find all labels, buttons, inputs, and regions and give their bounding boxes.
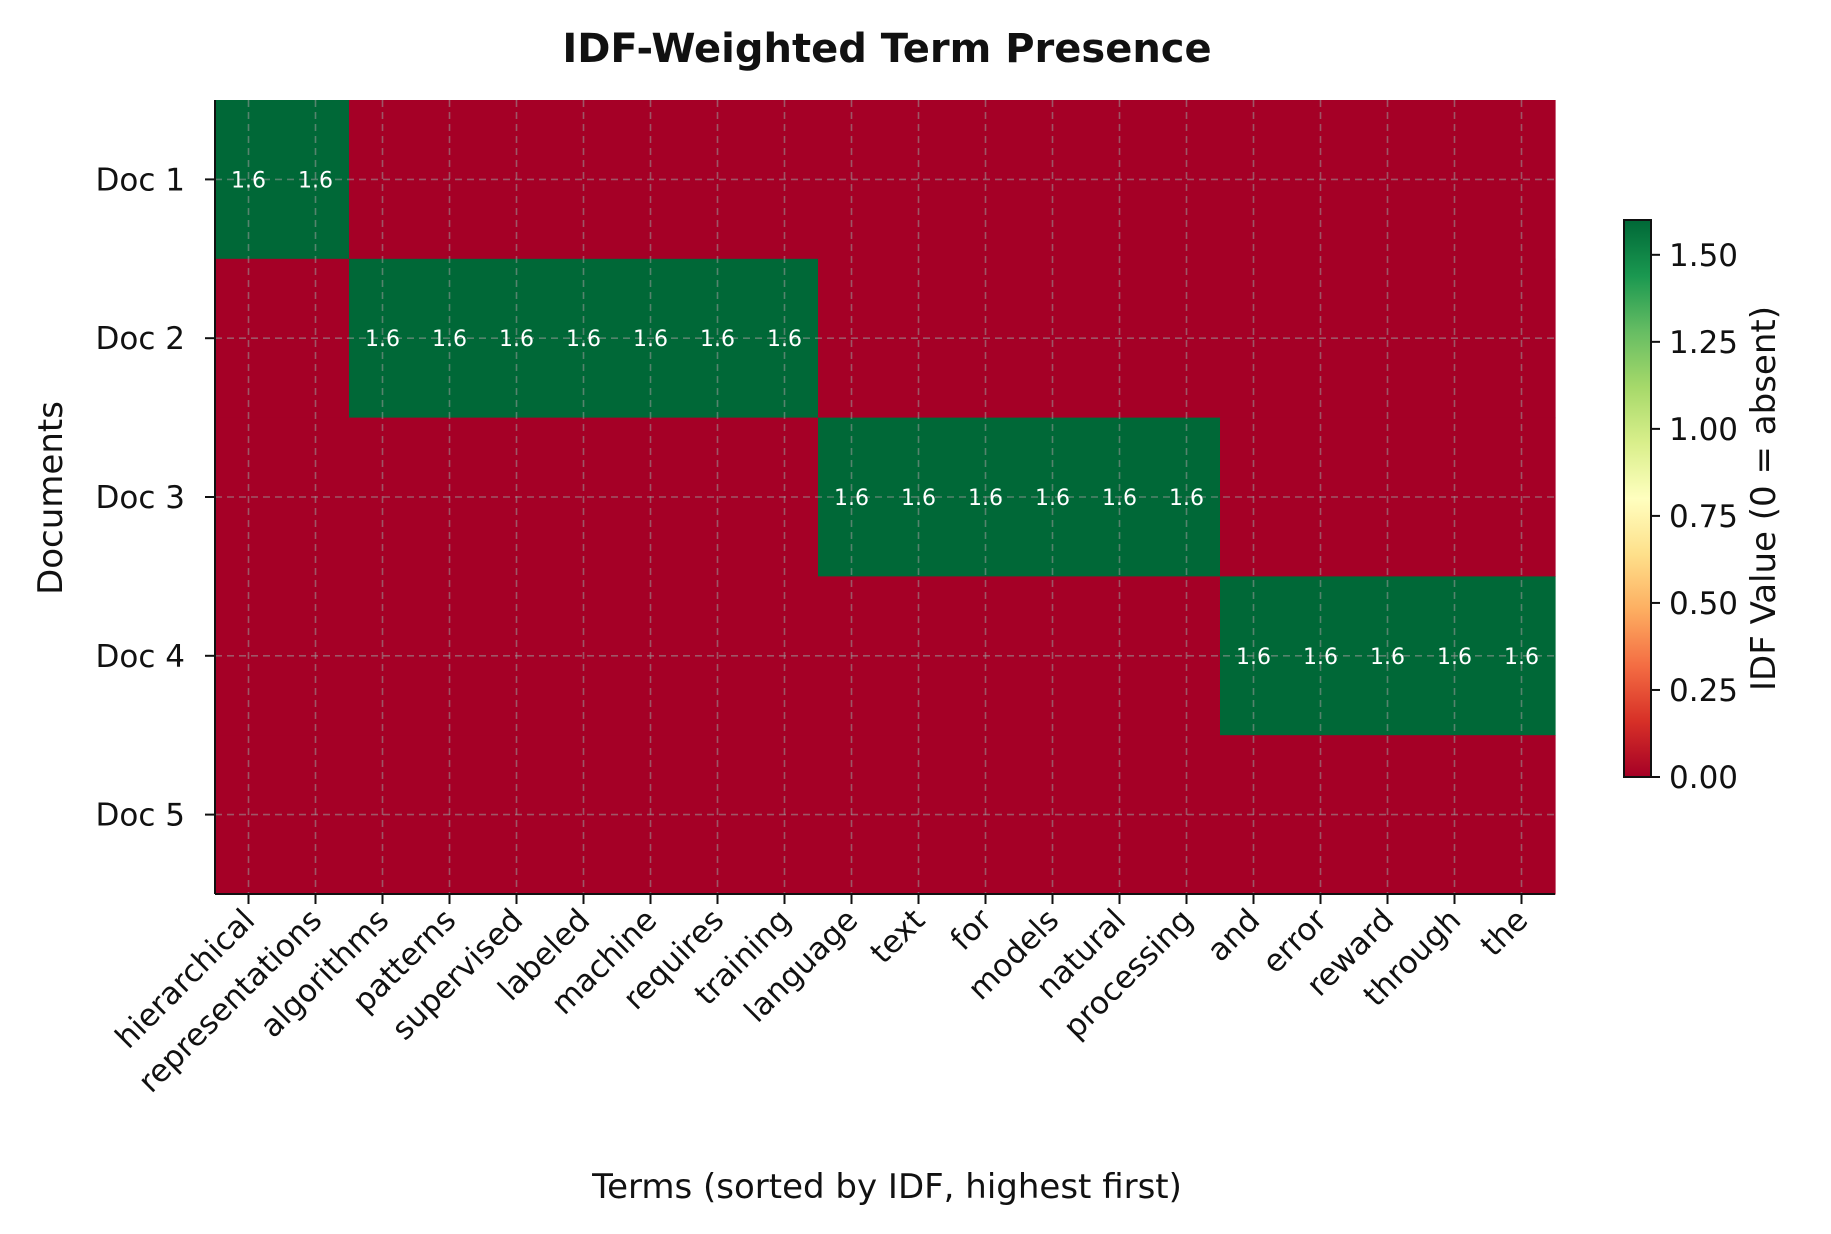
cell-value-label: 1.6: [633, 327, 668, 352]
grid-lines: [215, 100, 1555, 894]
y-axis-ticks: Doc 1 Doc 2 Doc 3 Doc 4 Doc 5: [96, 162, 215, 834]
cell-value-label: 1.6: [231, 168, 266, 193]
colorbar-tick-label: 0.75: [1669, 499, 1738, 535]
cell-value-label: 1.6: [432, 327, 467, 352]
cell-value-label: 1.6: [298, 168, 333, 193]
y-tick-label: Doc 3: [96, 480, 185, 516]
y-tick-label: Doc 4: [96, 639, 185, 675]
x-tick-label: text: [863, 902, 932, 971]
cell-value-label: 1.6: [1236, 645, 1271, 670]
cell-value-label: 1.6: [700, 327, 735, 352]
chart-title: IDF-Weighted Term Presence: [562, 26, 1211, 72]
cell-value-label: 1.6: [901, 486, 936, 511]
y-tick-label: Doc 5: [96, 798, 185, 834]
colorbar-tick-label: 1.50: [1669, 238, 1738, 274]
cell-value-label: 1.6: [1303, 645, 1338, 670]
colorbar-label: IDF Value (0 = absent): [1744, 306, 1784, 691]
cell-value-label: 1.6: [1504, 645, 1539, 670]
x-axis-ticks: hierarchicalrepresentationsalgorithmspat…: [109, 894, 1535, 1100]
cell-value-label: 1.6: [566, 327, 601, 352]
colorbar-tick-label: 1.25: [1669, 325, 1738, 361]
cell-value-label: 1.6: [365, 327, 400, 352]
cell-value-label: 1.6: [1370, 645, 1405, 670]
cell-value-label: 1.6: [1035, 486, 1070, 511]
cell-value-label: 1.6: [968, 486, 1003, 511]
colorbar-gradient: [1623, 219, 1652, 778]
x-axis-label: Terms (sorted by IDF, highest first): [591, 1167, 1182, 1207]
x-tick-label: the: [1474, 902, 1535, 963]
y-axis-label: Documents: [31, 401, 71, 595]
colorbar-tick-label: 0.25: [1669, 673, 1738, 709]
cell-value-label: 1.6: [834, 486, 869, 511]
cell-value-label: 1.6: [499, 327, 534, 352]
cell-value-label: 1.6: [1169, 486, 1204, 511]
cell-labels: 1.6 1.6 1.6 1.6 1.6 1.6 1.6 1.6 1.6 1.6 1.6 1.6 1.6 1…: [231, 168, 1539, 669]
colorbar-tick-label: 1.00: [1669, 412, 1738, 448]
colorbar-tick-label: 0.50: [1669, 586, 1738, 622]
y-tick-label: Doc 1: [96, 162, 185, 198]
x-tick-label: for: [944, 902, 1000, 958]
y-tick-label: Doc 2: [96, 321, 185, 357]
cell-value-label: 1.6: [767, 327, 802, 352]
heatmap-cells: [215, 100, 1556, 895]
x-tick-label: and: [1200, 902, 1267, 969]
cell-value-label: 1.6: [1437, 645, 1472, 670]
colorbar-tick-label: 0.00: [1669, 760, 1738, 796]
cell-value-label: 1.6: [1102, 486, 1137, 511]
